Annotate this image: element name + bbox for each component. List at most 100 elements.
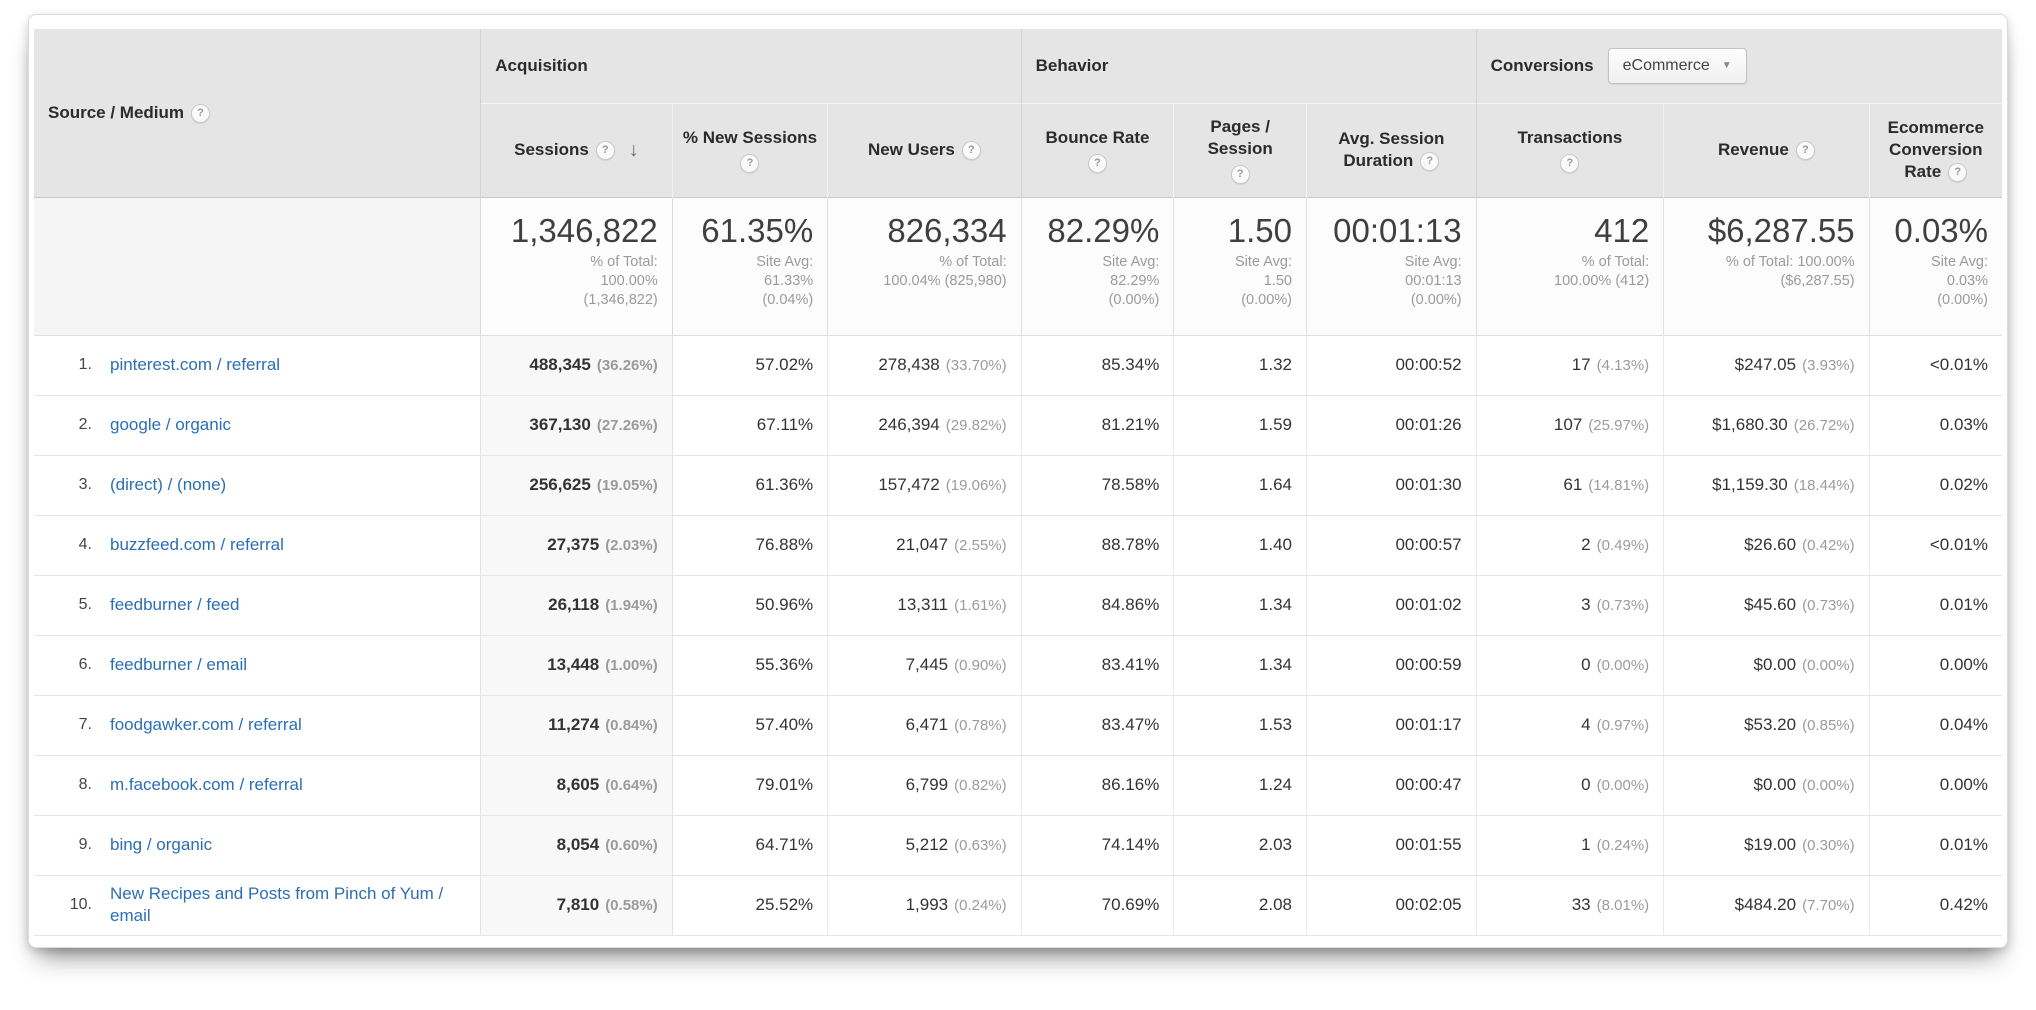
help-icon[interactable]: ? <box>1948 163 1968 183</box>
metric-value: 84.86% <box>1101 595 1160 614</box>
column-header-sessions[interactable]: Sessions? ↓ <box>480 102 673 197</box>
source-link[interactable]: bing / organic <box>110 835 213 854</box>
help-icon[interactable]: ? <box>1560 154 1580 173</box>
cell-sessions: 27,375 (2.03%) <box>480 515 673 576</box>
totals-subtext: % of Total: 100.04% (825,980) <box>883 253 1007 289</box>
metric-value: 27,375 <box>547 535 600 554</box>
cell-revenue: $0.00 (0.00%) <box>1663 755 1870 816</box>
metric-value: 1,993 <box>905 895 949 914</box>
totals-subtext: % of Total: 100.00% (412) <box>1554 253 1650 289</box>
metric-value: 85.34% <box>1101 355 1160 374</box>
help-icon[interactable]: ? <box>191 103 211 123</box>
column-label: Bounce Rate <box>1045 128 1150 147</box>
row-number: 6. <box>78 656 92 673</box>
percent-of-total: (7.70%) <box>1802 897 1855 914</box>
cell-bounce: 85.34% <box>1020 335 1174 396</box>
metric-value: 367,130 <box>529 415 591 434</box>
column-header-revenue[interactable]: Revenue? <box>1663 102 1870 197</box>
cell-revenue: $1,680.30 (26.72%) <box>1663 395 1870 456</box>
column-header-avg-session-duration[interactable]: Avg. Session Duration? <box>1305 102 1477 197</box>
cell-pages: 1.24 <box>1173 755 1307 816</box>
percent-of-total: (19.06%) <box>945 477 1007 494</box>
metric-value: 00:01:55 <box>1395 835 1462 854</box>
source-link[interactable]: buzzfeed.com / referral <box>110 535 284 554</box>
percent-of-total: (0.60%) <box>605 837 658 854</box>
cell-revenue: $247.05 (3.93%) <box>1663 335 1870 396</box>
percent-of-total: (19.05%) <box>596 477 658 494</box>
metric-value: 2 <box>1581 535 1591 554</box>
metric-value: 86.16% <box>1101 775 1160 794</box>
metric-value: 00:00:52 <box>1395 355 1462 374</box>
column-header-new-users[interactable]: New Users? <box>827 102 1022 197</box>
percent-of-total: (1.00%) <box>605 657 658 674</box>
cell-transactions: 0 (0.00%) <box>1475 755 1664 816</box>
cell-new-sessions: 61.36% <box>671 455 828 516</box>
help-icon[interactable]: ? <box>1087 154 1107 173</box>
help-icon[interactable]: ? <box>1420 152 1440 172</box>
section-acquisition: Acquisition <box>480 29 1022 103</box>
cell-ecomm: 0.42% <box>1868 875 2002 936</box>
metric-value: 2.03 <box>1258 835 1292 854</box>
column-header-new-sessions[interactable]: % New Sessions? <box>671 102 828 197</box>
percent-of-total: (0.84%) <box>605 717 658 734</box>
source-link[interactable]: feedburner / feed <box>110 595 240 614</box>
metric-value: 81.21% <box>1101 415 1160 434</box>
column-header-pages-session[interactable]: Pages / Session? <box>1173 102 1307 197</box>
cell-duration: 00:01:02 <box>1305 575 1477 636</box>
cell-new-sessions: 50.96% <box>671 575 828 636</box>
metric-value: 1.64 <box>1258 475 1292 494</box>
source-link[interactable]: google / organic <box>110 415 231 434</box>
analytics-report-frame: Source / Medium? Acquisition Behavior Co… <box>28 14 2008 948</box>
source-medium-cell: 3. (direct) / (none) <box>34 455 481 516</box>
source-medium-table: Source / Medium? Acquisition Behavior Co… <box>34 29 2002 936</box>
cell-new-users: 6,799 (0.82%) <box>827 755 1022 816</box>
metric-value: 11,274 <box>548 715 600 734</box>
column-label: Ecommerce Conversion Rate <box>1887 118 1984 181</box>
column-header-bounce-rate[interactable]: Bounce Rate? <box>1020 102 1174 197</box>
dropdown-value: eCommerce <box>1622 56 1710 74</box>
help-icon[interactable]: ? <box>595 140 615 160</box>
sort-descending-icon[interactable]: ↓ <box>628 139 639 162</box>
cell-duration: 00:00:57 <box>1305 515 1477 576</box>
cell-duration: 00:00:59 <box>1305 635 1477 696</box>
totals-value: 61.35% <box>701 211 814 249</box>
source-link[interactable]: New Recipes and Posts from Pinch of Yum … <box>110 884 444 925</box>
metric-value: 26,118 <box>548 595 600 614</box>
totals-subtext: Site Avg: 82.29% (0.00%) <box>1102 253 1160 308</box>
table-row: 2. google / organic 367,130 (27.26%) 67.11% 2… <box>34 395 2002 456</box>
cell-duration: 00:01:26 <box>1305 395 1477 456</box>
column-label: Transactions <box>1517 128 1623 147</box>
source-link[interactable]: foodgawker.com / referral <box>110 715 302 734</box>
percent-of-total: (8.01%) <box>1596 897 1650 914</box>
help-icon[interactable]: ? <box>740 154 760 173</box>
metric-value: 57.40% <box>755 715 814 734</box>
metric-value: $26.60 <box>1744 535 1797 554</box>
cell-ecomm: <0.01% <box>1868 515 2002 576</box>
percent-of-total: (0.49%) <box>1596 537 1650 554</box>
column-header-ecommerce-conversion-rate[interactable]: Ecommerce Conversion Rate? <box>1868 102 2002 197</box>
metric-value: 00:02:05 <box>1395 895 1462 914</box>
totals-dimension-cell <box>34 196 481 336</box>
percent-of-total: (0.30%) <box>1802 837 1855 854</box>
help-icon[interactable]: ? <box>1230 165 1250 184</box>
source-link[interactable]: pinterest.com / referral <box>110 355 281 374</box>
percent-of-total: (33.70%) <box>945 357 1007 374</box>
column-header-transactions[interactable]: Transactions? <box>1475 102 1664 197</box>
table-row: 8. m.facebook.com / referral 8,605 (0.64%) 7… <box>34 755 2002 816</box>
table-row: 10. New Recipes and Posts from Pinch of Y… <box>34 875 2002 936</box>
table-row: 1. pinterest.com / referral 488,345 (36.26%… <box>34 335 2002 396</box>
metric-value: 0.03% <box>1939 415 1988 434</box>
conversions-goal-dropdown[interactable]: eCommerce ▼ <box>1607 47 1747 84</box>
help-icon[interactable]: ? <box>1795 141 1815 161</box>
totals-avg-session-duration: 00:01:13 Site Avg: 00:01:13 (0.00%) <box>1305 196 1477 336</box>
metric-value: 5,212 <box>905 835 949 854</box>
source-link[interactable]: m.facebook.com / referral <box>110 775 303 794</box>
source-link[interactable]: feedburner / email <box>110 655 248 674</box>
caret-down-icon: ▼ <box>1721 60 1732 72</box>
help-icon[interactable]: ? <box>961 141 981 161</box>
source-link[interactable]: (direct) / (none) <box>110 475 227 494</box>
cell-new-users: 5,212 (0.63%) <box>827 815 1022 876</box>
cell-sessions: 7,810 (0.58%) <box>480 875 673 936</box>
row-number: 2. <box>78 416 92 433</box>
cell-transactions: 61 (14.81%) <box>1475 455 1664 516</box>
